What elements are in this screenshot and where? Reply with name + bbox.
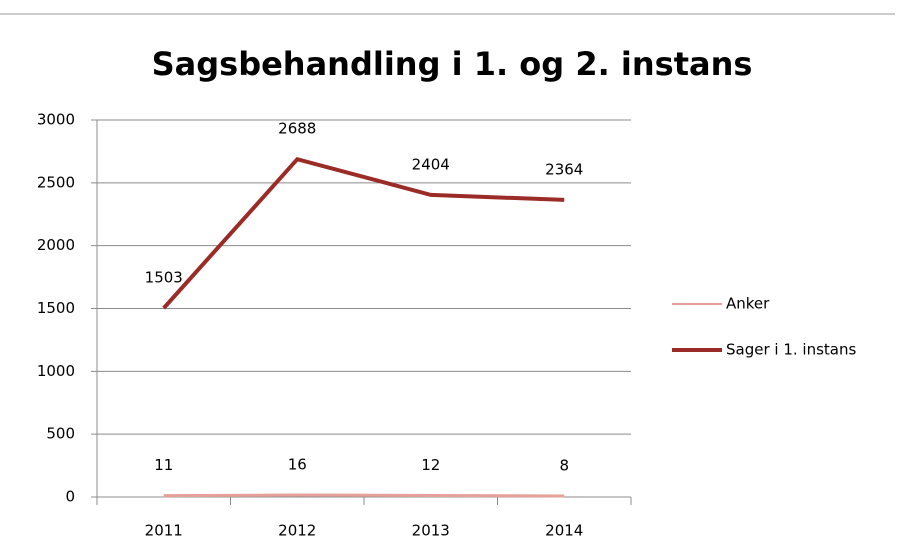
legend-label: Sager i 1. instans [726,341,856,359]
data-label: 16 [288,455,307,473]
y-tick-label: 1500 [37,299,75,317]
data-label: 12 [421,456,440,474]
data-label: 8 [559,456,569,474]
y-tick-label: 1000 [37,362,75,380]
y-tick-label: 3000 [37,111,75,129]
y-tick-label: 500 [46,425,75,443]
x-tick-label: 2014 [545,522,583,540]
data-label: 2404 [412,155,450,173]
x-tick-label: 2011 [145,522,183,540]
data-label: 2688 [278,120,316,138]
series-line [162,156,565,310]
x-tick-label: 2012 [278,522,316,540]
chart-title: Sagsbehandling i 1. og 2. instans [152,45,753,83]
data-label: 2364 [545,160,583,178]
y-tick-label: 2500 [37,173,75,191]
data-label: 1503 [145,269,183,287]
y-tick-label: 0 [65,488,75,506]
series-line [163,493,565,498]
data-label: 11 [154,456,173,474]
y-tick-label: 2000 [37,236,75,254]
x-tick-label: 2013 [412,522,450,540]
legend-label: Anker [726,295,770,313]
